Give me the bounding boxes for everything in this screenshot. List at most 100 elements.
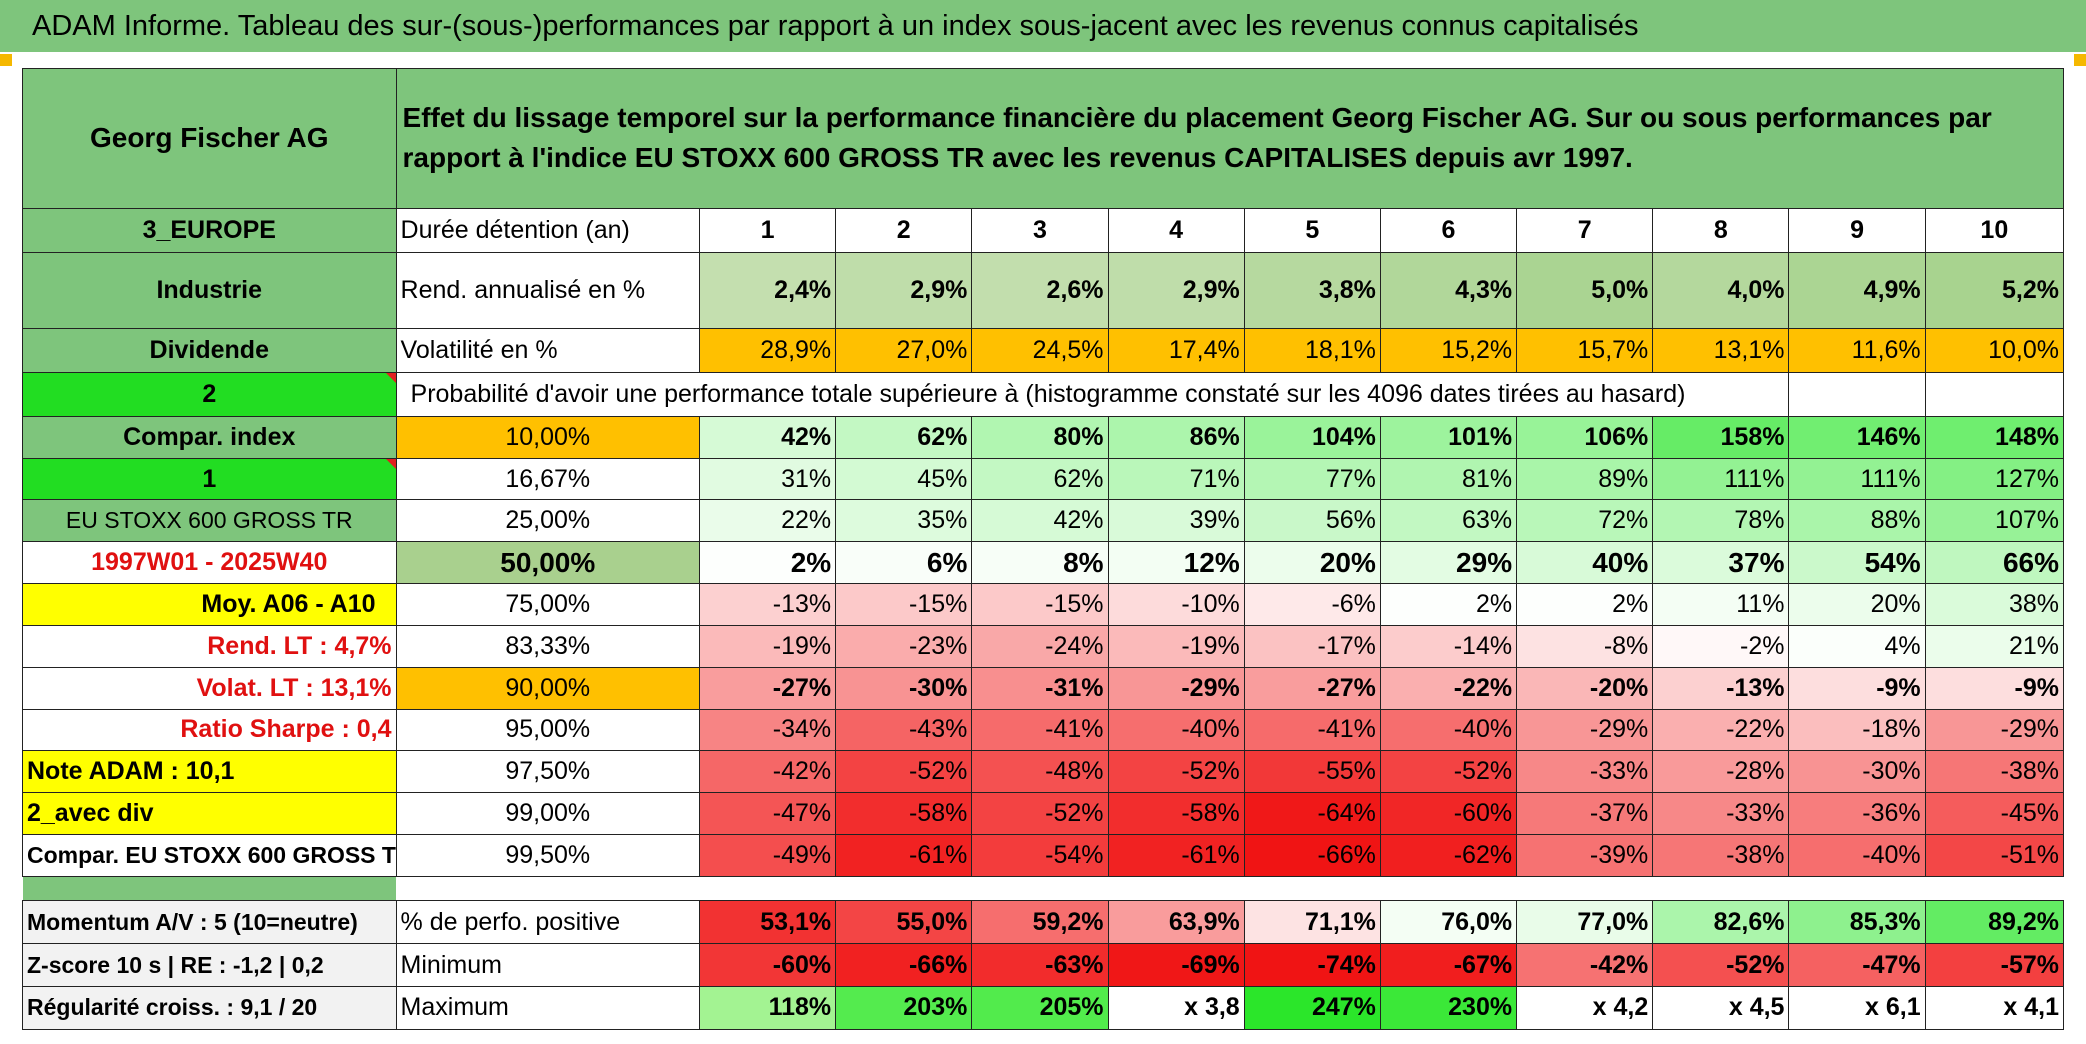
percentile-cell: 50,00%: [395, 541, 700, 585]
percentile-cell: 99,00%: [395, 792, 700, 835]
prob-value-cell: -58%: [835, 792, 973, 835]
prob-value-cell: -15%: [835, 583, 973, 626]
prob-value-cell: 22%: [698, 499, 837, 543]
percentile-cell: 25,00%: [395, 499, 700, 543]
prob-value-cell: -24%: [971, 624, 1109, 668]
prob-value-cell: 8%: [971, 541, 1109, 585]
prob-value-cell: -62%: [1379, 833, 1518, 877]
volat-cell: 24,5%: [971, 328, 1109, 373]
prob-value-cell: 29%: [1379, 541, 1518, 585]
prob-value-cell: 77%: [1243, 457, 1381, 501]
volat-cell: 15,2%: [1379, 328, 1518, 373]
sharpe-label: Ratio Sharpe : 0,4: [22, 708, 397, 752]
year-cell: 4: [1107, 207, 1245, 253]
prob-value-cell: 101%: [1379, 415, 1518, 459]
percentile-cell: 95,00%: [395, 708, 700, 752]
maximum-row: Régularité croiss. : 9,1 / 20 Maximum 11…: [22, 985, 2065, 1031]
prob-value-cell: 78%: [1652, 499, 1790, 543]
perfo-pos-cell: 59,2%: [971, 900, 1109, 945]
perfo-pos-cell: 85,3%: [1788, 900, 1926, 945]
prob-value-cell: -52%: [971, 792, 1109, 835]
prob-row-0: Compar. index 10,00% 42% 62% 80% 86% 104% 101%…: [22, 415, 2065, 459]
volat-cell: 15,7%: [1516, 328, 1654, 373]
prob-value-cell: -52%: [835, 750, 973, 794]
regularite-label: Régularité croiss. : 9,1 / 20: [22, 985, 397, 1031]
rend-cell: 2,9%: [835, 251, 973, 330]
volat-lt-label: Volat. LT : 13,1%: [22, 666, 397, 710]
perfo-pos-cell: 71,1%: [1243, 900, 1381, 945]
prob-value-cell: -27%: [698, 666, 837, 710]
company-name: Georg Fischer AG: [22, 68, 397, 209]
prob-value-cell: -45%: [1924, 792, 2065, 835]
prob-value-cell: -22%: [1652, 708, 1790, 752]
minimum-row: Z-score 10 s | RE : -1,2 | 0,2 Minimum -…: [22, 943, 2065, 987]
prob-value-cell: 42%: [971, 499, 1109, 543]
prob-row-9: 2_avec div 99,00% -47% -58% -52% -58% -64% -60…: [22, 792, 2065, 835]
prob-value-cell: -41%: [1243, 708, 1381, 752]
rend-cell: 2,4%: [698, 251, 837, 330]
prob-value-cell: 106%: [1516, 415, 1654, 459]
prob-value-cell: -29%: [1107, 666, 1245, 710]
prob-value-cell: 20%: [1788, 583, 1926, 626]
prob-value-cell: -43%: [835, 708, 973, 752]
prob-value-cell: -34%: [698, 708, 837, 752]
index-name-label: EU STOXX 600 GROSS TR: [22, 499, 397, 543]
probability-label: Probabilité d'avoir une performance tota…: [395, 371, 1790, 417]
prob-value-cell: -42%: [698, 750, 837, 794]
minimum-cell: -66%: [835, 943, 973, 987]
prob-value-cell: -13%: [698, 583, 837, 626]
year-cell: 2: [835, 207, 973, 253]
rend-cell: 3,8%: [1243, 251, 1381, 330]
prob-value-cell: -27%: [1243, 666, 1381, 710]
prob-value-cell: 54%: [1788, 541, 1926, 585]
prob-value-cell: 111%: [1652, 457, 1790, 501]
prob-value-cell: -38%: [1652, 833, 1790, 877]
volat-cell: 28,9%: [698, 328, 837, 373]
percentile-cell: 97,50%: [395, 750, 700, 794]
year-cell: 10: [1924, 207, 2065, 253]
perfo-pos-cell: 63,9%: [1107, 900, 1245, 945]
maximum-cell: x 6,1: [1788, 985, 1926, 1031]
avec-div-label: 2_avec div: [22, 792, 397, 835]
prob-value-cell: -13%: [1652, 666, 1790, 710]
prob-value-cell: -17%: [1243, 624, 1381, 668]
prob-value-cell: 12%: [1107, 541, 1245, 585]
prob-value-cell: -49%: [698, 833, 837, 877]
zscore-label: Z-score 10 s | RE : -1,2 | 0,2: [22, 943, 397, 987]
rend-cell: 4,0%: [1652, 251, 1790, 330]
prob-value-cell: -15%: [971, 583, 1109, 626]
moy-label: Moy. A06 - A10: [22, 583, 397, 626]
prob-row-8: Note ADAM : 10,1 97,50% -42% -52% -48% -52% -…: [22, 750, 2065, 794]
value-1-label: 1: [22, 457, 397, 501]
rend-cell: 4,3%: [1379, 251, 1518, 330]
prob-value-cell: -6%: [1243, 583, 1381, 626]
corner-marker-icon: [2074, 54, 2086, 66]
prob-value-cell: 31%: [698, 457, 837, 501]
prob-value-cell: 6%: [835, 541, 973, 585]
prob-row-1: 1 16,67% 31% 45% 62% 71% 77% 81% 89% 111% 111% 127…: [22, 457, 2065, 501]
prob-value-cell: -61%: [835, 833, 973, 877]
prob-value-cell: -61%: [1107, 833, 1245, 877]
maximum-cell: x 4,1: [1924, 985, 2065, 1031]
prob-value-cell: 104%: [1243, 415, 1381, 459]
prob-value-cell: -30%: [1788, 750, 1926, 794]
prob-value-cell: -19%: [1107, 624, 1245, 668]
rend-cell: 2,6%: [971, 251, 1109, 330]
prob-value-cell: 158%: [1652, 415, 1790, 459]
prob-value-cell: -40%: [1379, 708, 1518, 752]
prob-value-cell: 2%: [698, 541, 837, 585]
volat-cell: 18,1%: [1243, 328, 1381, 373]
prob-value-cell: -38%: [1924, 750, 2065, 794]
rend-cell: 2,9%: [1107, 251, 1245, 330]
prob-value-cell: -14%: [1379, 624, 1518, 668]
prob-value-cell: -20%: [1516, 666, 1654, 710]
year-cell: 5: [1243, 207, 1381, 253]
prob-value-cell: -8%: [1516, 624, 1654, 668]
prob-row-7: Ratio Sharpe : 0,4 95,00% -34% -43% -41% -40…: [22, 708, 2065, 752]
period-label: 1997W01 - 2025W40: [22, 541, 397, 585]
prob-value-cell: -51%: [1924, 833, 2065, 877]
dividend-label: Dividende: [22, 328, 397, 373]
prob-value-cell: 38%: [1924, 583, 2065, 626]
prob-value-cell: 45%: [835, 457, 973, 501]
